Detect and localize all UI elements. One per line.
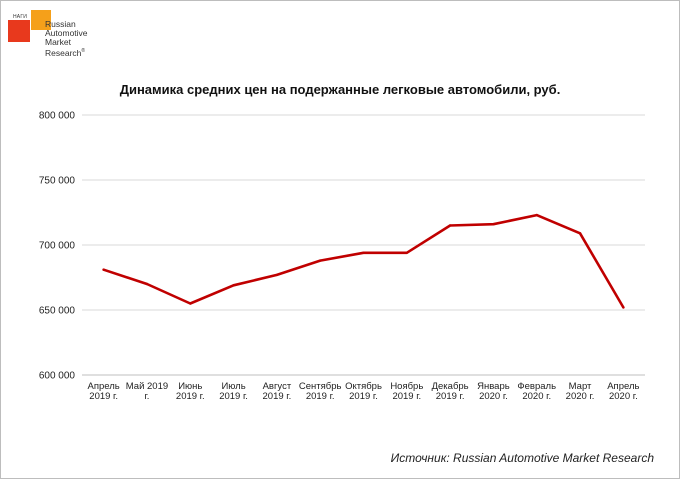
y-tick-label: 600 000 (39, 371, 76, 382)
x-tick-label: Декабрь 2019 г. (432, 381, 469, 402)
data-point (275, 273, 279, 277)
data-point (145, 282, 149, 286)
data-point (492, 223, 495, 226)
y-tick-label: 750 000 (39, 176, 76, 187)
data-point (102, 268, 105, 271)
x-tick-label: Апрель 2020 г. (607, 381, 639, 402)
chart-title: Динамика средних цен на подержанные легк… (119, 82, 561, 97)
data-point (578, 232, 582, 235)
logo-nagi-text: НАГИ (13, 14, 28, 20)
y-tick-label: 650 000 (39, 306, 76, 317)
x-tick-label: Июль 2019 г. (219, 381, 248, 402)
x-tick-label: Март 2020 г. (566, 381, 595, 402)
x-tick-label: Апрель 2019 г. (88, 381, 120, 402)
data-point (448, 224, 452, 227)
data-point (535, 213, 538, 217)
data-point (405, 251, 409, 254)
x-tick-label: Май 2019 г. (126, 381, 168, 402)
y-tick-label: 700 000 (39, 241, 76, 252)
x-tick-label: Август 2019 г. (263, 381, 292, 402)
data-point (318, 259, 322, 262)
logo-line: Research® (45, 47, 86, 58)
logo-red-square (8, 20, 30, 42)
source-note: Источник: Russian Automotive Market Rese… (390, 451, 654, 465)
x-tick-label: Июнь 2019 г. (176, 381, 205, 402)
ramr-logo: НАГИ Russian Automotive Market Research® (8, 8, 98, 64)
data-point (232, 284, 235, 287)
x-tick-label: Сентябрь 2019 г. (299, 381, 342, 402)
logo-orange-square (31, 10, 51, 30)
logo-text: Russian Automotive Market Research® (45, 20, 88, 58)
y-tick-label: 800 000 (39, 111, 76, 122)
data-point (189, 302, 192, 305)
x-tick-label: Февраль 2020 г. (517, 381, 556, 402)
data-point (622, 306, 625, 309)
x-tick-label: Ноябрь 2019 г. (390, 381, 423, 402)
x-tick-label: Январь 2020 г. (477, 381, 510, 402)
series-line (102, 213, 625, 309)
logo-line: Russian (45, 19, 76, 29)
x-tick-label: Октябрь 2019 г. (345, 381, 382, 402)
logo-line: Automotive (45, 28, 88, 38)
logo-line: Market (45, 37, 71, 47)
data-point (362, 251, 365, 254)
